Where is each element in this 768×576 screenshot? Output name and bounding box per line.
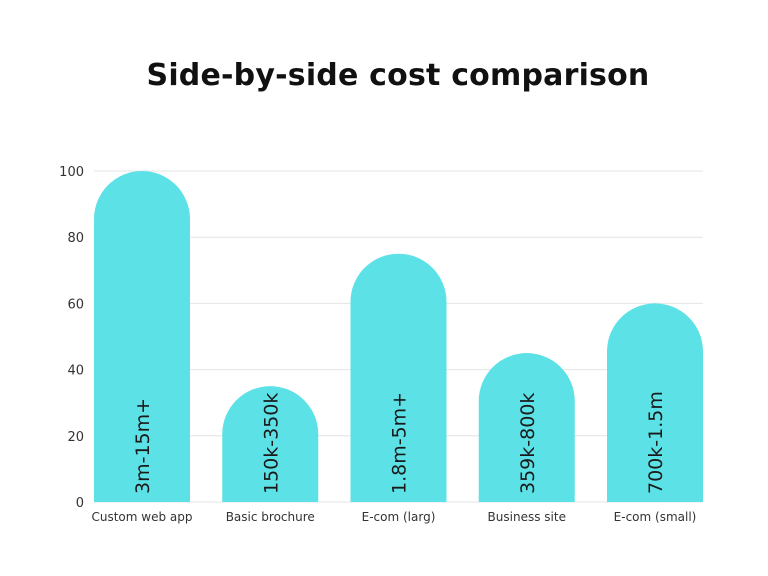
bar-data-label: 3m-15m+: [132, 398, 154, 494]
x-category-label: E-com (small): [614, 510, 697, 524]
bar-data-label: 1.8m-5m+: [389, 392, 411, 494]
y-tick-label: 40: [67, 364, 84, 379]
x-category-label: Custom web app: [91, 510, 192, 524]
y-tick-label: 100: [59, 165, 84, 180]
bar-4: [478, 353, 575, 502]
bar-data-label: 150k-350k: [260, 393, 282, 494]
x-category-label: Basic brochure: [226, 510, 315, 524]
y-tick-label: 0: [76, 496, 84, 511]
bar-2: [222, 386, 319, 502]
y-tick-label: 20: [67, 430, 84, 445]
bar-data-label: 359k-800k: [517, 393, 539, 494]
y-tick-label: 80: [67, 231, 84, 246]
chart-title: Side-by-side cost comparison: [146, 58, 650, 93]
bar-3: [350, 253, 447, 502]
bar-5: [607, 303, 703, 502]
x-category-label: Business site: [488, 510, 566, 524]
bar-data-label: 700k-1.5m: [645, 391, 667, 494]
x-category-label: E-com (larg): [362, 510, 436, 524]
y-tick-label: 60: [67, 297, 84, 312]
bar-1: [94, 171, 190, 502]
